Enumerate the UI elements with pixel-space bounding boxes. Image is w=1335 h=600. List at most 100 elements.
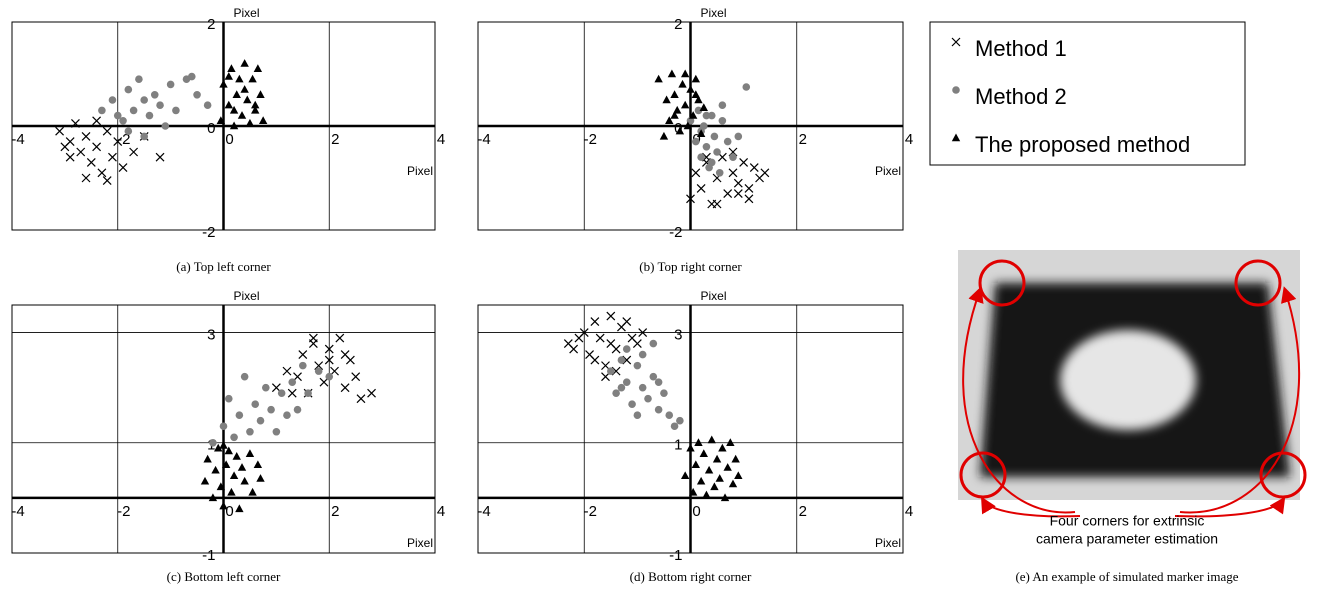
point [638, 328, 648, 337]
point [702, 111, 711, 120]
y-axis-label: Pixel [701, 289, 727, 303]
point [569, 344, 579, 354]
point [262, 383, 270, 392]
point [601, 372, 610, 382]
point [224, 394, 233, 403]
point [667, 69, 677, 78]
point [622, 378, 631, 386]
point [675, 126, 685, 135]
point [288, 378, 297, 386]
point [161, 122, 170, 130]
annotation: camera parameter estimation [1036, 531, 1218, 547]
point [683, 121, 693, 130]
point [744, 183, 754, 193]
point [65, 152, 75, 162]
point [707, 435, 716, 444]
point [699, 103, 708, 111]
x-tick-label: -2 [117, 503, 130, 520]
point [219, 79, 228, 88]
legend-marker [952, 86, 960, 94]
point [227, 487, 236, 496]
point [253, 64, 263, 72]
point [686, 443, 695, 452]
marker-image: Four corners for extrinsic camera parame… [958, 250, 1307, 584]
chart: -4 -2 0 2 4 -1 1 3 Pixel Pixel (d) Bottom right co… [477, 289, 913, 584]
point [680, 69, 690, 78]
point [81, 131, 91, 141]
point [119, 117, 127, 125]
point [595, 333, 605, 343]
point [718, 117, 727, 125]
point [694, 95, 703, 104]
point [293, 405, 302, 414]
y-axis-label: Pixel [234, 289, 260, 303]
point [209, 438, 217, 447]
y-tick-label: 1 [674, 437, 682, 454]
point [232, 90, 241, 98]
point [245, 118, 255, 127]
point [367, 388, 376, 398]
y-tick-label: -1 [669, 547, 682, 564]
x-axis-label: Pixel [875, 164, 901, 178]
point [251, 100, 260, 109]
point [102, 176, 112, 186]
point [113, 111, 122, 120]
y-axis-label: Pixel [234, 6, 260, 20]
point [713, 148, 721, 156]
point [200, 476, 210, 485]
point [124, 127, 133, 135]
point [55, 126, 65, 136]
point [129, 106, 138, 115]
point [335, 333, 345, 343]
point [649, 372, 658, 381]
point [744, 194, 754, 204]
point [319, 377, 329, 387]
point [356, 394, 366, 404]
point [108, 152, 117, 162]
point [742, 83, 751, 91]
point [314, 361, 324, 371]
legend-label: Method 1 [975, 36, 1067, 61]
point [590, 355, 600, 365]
point [707, 111, 716, 120]
point [97, 168, 107, 178]
x-tick-label: -4 [11, 131, 24, 148]
x-tick-label: 2 [331, 131, 339, 148]
point [728, 168, 738, 178]
x-tick-label: 0 [225, 131, 233, 148]
point [251, 400, 260, 409]
point [649, 339, 658, 348]
point [224, 72, 233, 80]
point [726, 438, 735, 446]
point [71, 118, 80, 128]
point [678, 79, 687, 88]
point [728, 479, 738, 488]
point [282, 366, 292, 376]
point [749, 163, 759, 173]
point [256, 474, 265, 482]
point [256, 90, 265, 98]
point [670, 90, 679, 98]
y-tick-label: 2 [674, 16, 682, 33]
point [601, 361, 610, 371]
point [612, 389, 620, 397]
point [686, 85, 695, 93]
point [272, 427, 281, 436]
point [691, 74, 701, 83]
point [723, 137, 732, 146]
x-tick-label: 4 [905, 131, 913, 148]
point [734, 471, 743, 480]
point [340, 383, 350, 393]
point [633, 411, 642, 420]
point [628, 400, 636, 409]
x-tick-label: 2 [799, 503, 807, 520]
point [617, 383, 626, 392]
point [633, 361, 642, 370]
y-tick-label: 0 [207, 120, 215, 137]
point [351, 372, 361, 382]
point [145, 111, 154, 120]
point [208, 493, 218, 502]
point [673, 105, 682, 114]
